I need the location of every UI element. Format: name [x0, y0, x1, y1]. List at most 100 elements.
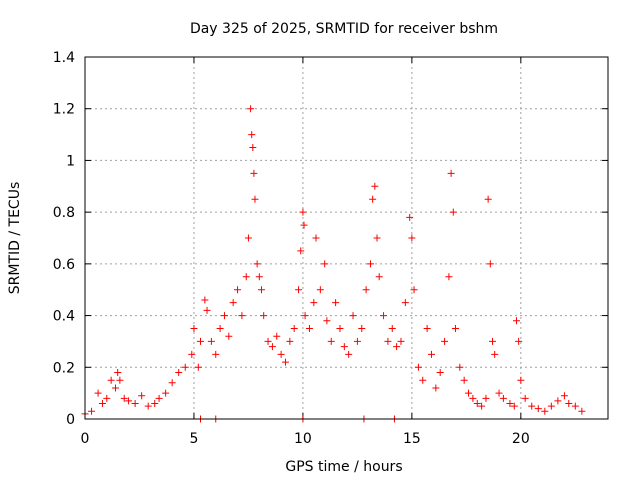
data-point — [486, 260, 494, 268]
data-point — [353, 337, 361, 345]
y-tick-label: 0.2 — [53, 360, 75, 376]
data-point — [408, 234, 416, 242]
y-tick-label: 0.4 — [53, 309, 75, 325]
data-point — [188, 350, 196, 358]
data-point — [388, 325, 396, 332]
data-point — [131, 399, 139, 407]
data-point — [316, 286, 324, 294]
data-point — [332, 299, 340, 307]
data-point — [414, 363, 422, 371]
x-tick-label: 15 — [403, 431, 421, 447]
y-tick-label: 1.2 — [53, 102, 75, 118]
data-point — [419, 376, 427, 384]
y-tick-label: 1.4 — [53, 50, 75, 66]
data-point — [578, 407, 586, 415]
data-point — [116, 376, 124, 384]
data-point — [358, 325, 366, 332]
data-point — [380, 312, 388, 320]
data-point — [175, 368, 183, 376]
data-point — [436, 368, 444, 376]
data-point — [423, 325, 431, 332]
data-point — [181, 363, 189, 371]
plot-frame — [84, 56, 609, 420]
data-point — [138, 392, 146, 400]
data-point — [554, 397, 562, 405]
data-point — [451, 325, 459, 332]
data-point — [260, 312, 268, 320]
data-point — [495, 389, 503, 397]
data-point — [473, 399, 481, 407]
data-point — [94, 389, 102, 397]
data-point — [366, 260, 374, 268]
data-point — [229, 299, 237, 307]
y-tick-label: 0 — [66, 412, 75, 428]
data-point — [234, 286, 242, 294]
data-point — [406, 213, 414, 221]
data-point — [534, 405, 542, 413]
data-point — [300, 221, 308, 229]
data-point — [469, 394, 477, 402]
data-point — [216, 325, 224, 332]
data-point — [247, 105, 255, 113]
data-point — [310, 299, 318, 307]
data-point — [445, 273, 453, 281]
data-point — [103, 394, 111, 402]
data-point — [491, 350, 499, 358]
x-tick-label: 20 — [512, 431, 530, 447]
data-point — [441, 337, 449, 345]
data-point — [565, 399, 573, 407]
x-tick-label: 5 — [189, 431, 198, 447]
data-point — [168, 379, 176, 387]
data-point — [371, 182, 379, 190]
data-point — [484, 195, 492, 203]
data-point — [114, 368, 122, 376]
data-point — [384, 337, 392, 345]
data-point — [251, 195, 259, 203]
data-point — [248, 131, 256, 139]
data-point — [299, 208, 307, 216]
data-point — [120, 394, 128, 402]
data-point — [88, 407, 96, 415]
data-point — [207, 337, 215, 345]
data-point — [397, 337, 405, 345]
y-tick-label: 0.8 — [53, 205, 75, 221]
data-point — [340, 343, 348, 351]
data-point — [255, 273, 263, 281]
data-point — [541, 407, 549, 415]
data-point — [449, 208, 457, 216]
x-tick-label: 10 — [294, 431, 312, 447]
data-point — [107, 376, 115, 384]
data-point — [393, 343, 401, 351]
data-point — [201, 296, 209, 304]
data-point — [515, 337, 523, 345]
data-point — [489, 337, 497, 345]
data-point — [273, 332, 281, 340]
data-point — [528, 402, 536, 410]
data-point — [112, 384, 120, 392]
data-point — [499, 394, 507, 402]
data-point — [220, 312, 228, 320]
data-point — [125, 397, 133, 405]
data-point — [410, 286, 418, 294]
data-point — [427, 350, 435, 358]
data-point — [258, 286, 266, 294]
data-point — [196, 337, 204, 345]
data-point — [286, 337, 294, 345]
data-point — [327, 337, 335, 345]
data-point — [323, 317, 331, 325]
y-axis-label: SRMTID / TECUs — [7, 182, 23, 295]
data-point — [155, 394, 163, 402]
data-point — [264, 337, 272, 345]
data-point — [349, 312, 357, 320]
data-point — [98, 399, 106, 407]
data-point — [506, 399, 514, 407]
data-point — [312, 234, 320, 242]
y-tick-label: 1 — [66, 153, 75, 169]
data-point — [373, 234, 381, 242]
data-point — [447, 169, 455, 177]
data-point — [194, 363, 202, 371]
data-point — [560, 392, 568, 400]
data-point — [238, 312, 246, 320]
data-point — [375, 273, 383, 281]
